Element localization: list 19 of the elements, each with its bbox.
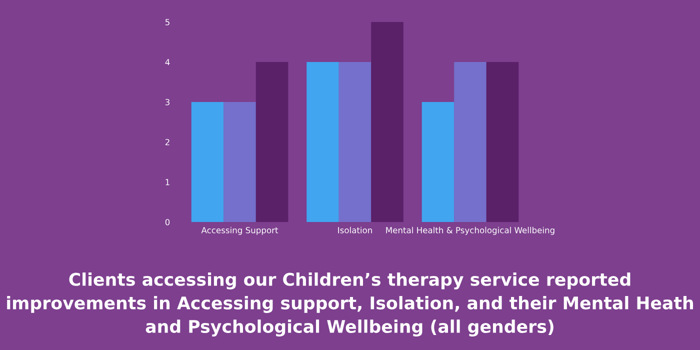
y-tick-label: 3: [165, 98, 170, 106]
x-tick-label: Accessing Support: [201, 226, 278, 235]
bar: [486, 62, 519, 222]
bar: [256, 62, 288, 222]
bar: [191, 102, 224, 222]
bar: [371, 22, 404, 222]
bar: [306, 62, 339, 222]
bar: [422, 102, 454, 222]
text: Clients accessing our Children’s therapy service reported improvements in Accessing support, Isolation, and their Mental Heath and Psychological Wellbeing (all genders): [7, 272, 694, 337]
y-tick-label: 1: [166, 179, 170, 186]
x-tick-label: Isolation: [338, 226, 372, 234]
y-tick-label: 2: [165, 138, 170, 146]
y-tick-label: 0: [165, 218, 170, 226]
bar: [224, 102, 256, 222]
x-tick-label: Mental Health & Psychological Wellbeing: [386, 226, 554, 235]
bar: [338, 62, 372, 222]
bar: [454, 62, 486, 222]
y-tick-label: 5: [165, 19, 170, 26]
y-tick-label: 4: [165, 59, 170, 66]
